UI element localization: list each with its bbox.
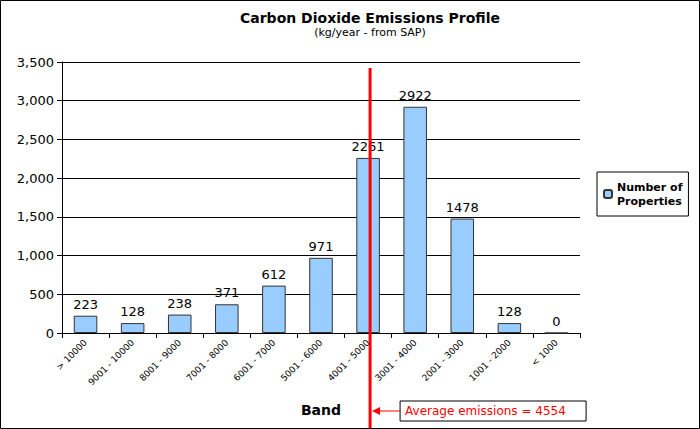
svg-text:4001 - 5000: 4001 - 5000 [326, 337, 372, 383]
svg-text:3,500: 3,500 [17, 55, 54, 70]
svg-text:612: 612 [261, 267, 286, 282]
svg-text:1,000: 1,000 [17, 248, 54, 263]
svg-text:500: 500 [29, 287, 54, 302]
svg-text:0: 0 [552, 314, 560, 329]
svg-text:Properties: Properties [617, 195, 682, 208]
svg-text:2001 - 3000: 2001 - 3000 [420, 337, 466, 383]
svg-text:1478: 1478 [446, 200, 479, 215]
svg-text:223: 223 [73, 297, 98, 312]
svg-text:< 1000: < 1000 [529, 337, 560, 368]
svg-text:1,500: 1,500 [17, 209, 54, 224]
svg-text:971: 971 [309, 239, 334, 254]
svg-text:Average emissions = 4554: Average emissions = 4554 [405, 404, 566, 418]
svg-text:5001 - 6000: 5001 - 6000 [279, 337, 325, 383]
svg-text:8001 - 9000: 8001 - 9000 [138, 337, 184, 383]
svg-text:0: 0 [46, 326, 54, 341]
svg-text:Band: Band [301, 402, 341, 418]
svg-text:1001 - 2000: 1001 - 2000 [467, 337, 513, 383]
svg-text:> 10000: > 10000 [54, 337, 89, 372]
svg-text:2922: 2922 [399, 88, 432, 103]
svg-text:2,500: 2,500 [17, 132, 54, 147]
svg-text:3001 - 4000: 3001 - 4000 [373, 337, 419, 383]
svg-text:7001 - 8000: 7001 - 8000 [185, 337, 231, 383]
svg-text:371: 371 [214, 285, 239, 300]
svg-text:2261: 2261 [352, 139, 385, 154]
svg-text:Carbon Dioxide Emissions Profi: Carbon Dioxide Emissions Profile [240, 10, 500, 26]
svg-text:3,000: 3,000 [17, 93, 54, 108]
svg-text:128: 128 [497, 304, 522, 319]
svg-text:Number of: Number of [617, 181, 683, 194]
svg-text:6001 - 7000: 6001 - 7000 [232, 337, 278, 383]
svg-text:238: 238 [167, 296, 192, 311]
svg-text:128: 128 [120, 304, 145, 319]
svg-text:9001 - 10000: 9001 - 10000 [86, 337, 136, 387]
svg-text:(kg/year - from SAP): (kg/year - from SAP) [314, 26, 426, 39]
svg-text:2,000: 2,000 [17, 171, 54, 186]
